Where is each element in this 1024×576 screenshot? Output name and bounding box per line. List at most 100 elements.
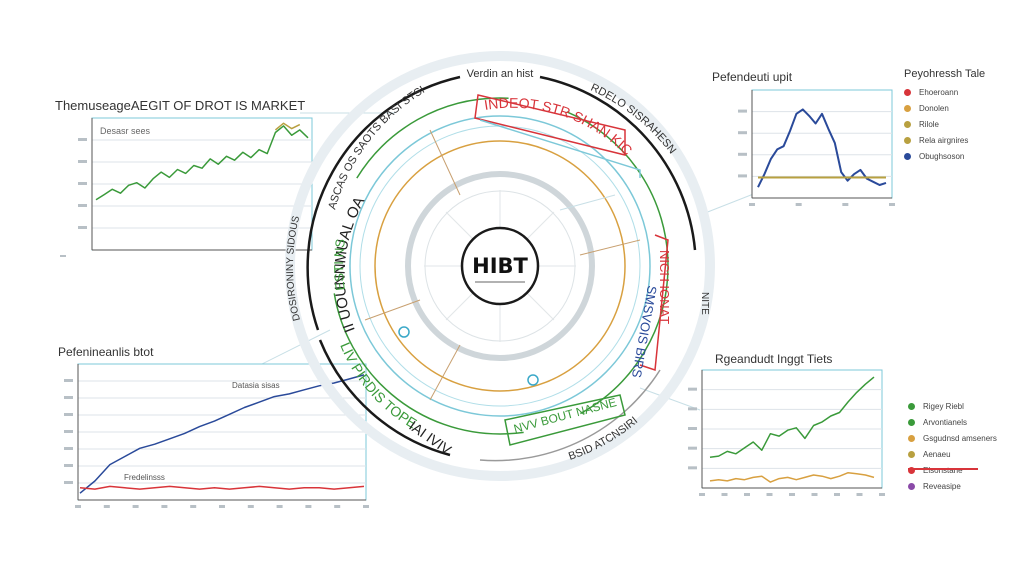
hub-ring-right-red-text: NICH IONAT — [657, 250, 672, 324]
x-tick-mark — [60, 255, 66, 257]
y-tick-mark — [78, 226, 87, 229]
legend-item: Reveasipe — [908, 478, 1018, 494]
y-tick-mark — [738, 174, 747, 178]
series-line-1 — [709, 471, 875, 483]
legend-item: Rigey Riebl — [908, 398, 1018, 414]
y-tick-mark — [688, 427, 697, 430]
hub-grey-band — [405, 171, 595, 361]
legend-item: Gsgudnsd amseners — [908, 430, 1018, 446]
legend-label: Reveasipe — [923, 481, 961, 491]
hub-grey-arc-lower — [479, 369, 661, 462]
x-tick-mark — [744, 493, 750, 496]
x-tick-mark — [161, 505, 168, 508]
legend-dot-icon — [904, 88, 911, 96]
hub-black-arc-lower — [318, 339, 451, 457]
x-tick-mark — [132, 505, 139, 508]
hub-spoke — [429, 129, 461, 196]
series-line-0 — [757, 108, 887, 188]
top-left-chart-title: ThemuseageAEGIT OF DROT IS MARKET — [55, 98, 306, 113]
y-tick-mark — [64, 481, 73, 484]
x-tick-mark — [190, 505, 197, 508]
series-line-0 — [95, 125, 309, 201]
legend-dot-icon — [908, 402, 915, 410]
x-tick-mark — [363, 505, 369, 508]
legend-label: Obughsoson — [919, 151, 965, 161]
y-tick-mark — [688, 466, 697, 470]
hub-red-segment-right — [639, 234, 669, 372]
top-right-legend: Ehoeroann Donolen Rilole Rela airgnires Obug… — [904, 84, 1014, 164]
legend-item: Arvontianels — [908, 414, 1018, 430]
legend-item: Ehoeroann — [904, 84, 1014, 100]
x-tick-mark — [219, 505, 225, 508]
y-tick-mark — [64, 413, 73, 416]
legend-label: Rigey Riebl — [923, 401, 964, 411]
legend-item: Rela airgnires — [904, 132, 1014, 148]
hub-spoke — [364, 299, 421, 321]
legend-label: Gsgudnsd amseners — [923, 433, 997, 443]
y-tick-mark — [64, 447, 73, 450]
x-tick-mark — [305, 505, 312, 508]
hub-green-ring — [331, 97, 669, 435]
legend-dot-icon — [904, 120, 911, 128]
hub-spoke — [429, 344, 461, 401]
x-tick-mark — [856, 493, 863, 496]
bottom-right-chart — [688, 369, 885, 496]
top-right-legend-title: Peyohressh Tale — [904, 68, 986, 80]
y-tick-mark — [78, 138, 87, 141]
x-tick-mark — [247, 505, 254, 508]
legend-dot-icon — [908, 418, 915, 426]
legend-dot-icon — [908, 482, 915, 490]
y-tick-mark — [64, 430, 73, 433]
x-tick-mark — [699, 493, 705, 496]
x-tick-mark — [334, 505, 341, 508]
series-line-1 — [79, 485, 365, 490]
bottom-right-legend: Rigey Riebl Arvontianels Gsgudnsd amseners… — [908, 398, 1018, 494]
y-tick-mark — [78, 182, 87, 185]
y-tick-mark — [688, 387, 697, 391]
hub-red-segment-top — [474, 94, 626, 156]
y-tick-mark — [688, 446, 697, 450]
x-tick-mark — [879, 493, 885, 496]
legend-dot-icon — [904, 136, 911, 144]
x-tick-mark — [789, 493, 795, 496]
bottom-left-upper-label: Datasia sisas — [232, 381, 280, 390]
y-tick-mark — [64, 396, 73, 399]
series-line-0 — [79, 374, 365, 494]
top-right-chart-title: Pefendeuti upit — [712, 70, 793, 84]
hub-cyan-ring — [349, 115, 651, 417]
legend-item: Rilole — [904, 116, 1014, 132]
series-line-0 — [709, 376, 875, 459]
hub-cyan-segment-top — [479, 119, 641, 178]
hub-black-arc-left — [306, 75, 461, 331]
y-tick-mark — [688, 407, 697, 411]
bottom-left-chart-title: Pefenineanlis btot — [58, 345, 154, 359]
legend-label: Ehoeroann — [919, 87, 959, 97]
y-tick-mark — [738, 109, 747, 113]
x-tick-mark — [834, 493, 840, 496]
legend-dot-icon — [904, 152, 911, 160]
top-left-chart: Desasr sees — [60, 117, 313, 257]
hub-marker — [398, 326, 410, 338]
legend-dot-icon — [908, 466, 915, 474]
series-line-1 — [274, 122, 301, 131]
legend-label: Rela airgnires — [919, 135, 969, 145]
legend-item: Obughsoson — [904, 148, 1014, 164]
legend-label: Aenaeu — [923, 449, 951, 459]
y-tick-mark — [78, 204, 87, 207]
x-tick-mark — [889, 203, 895, 206]
x-tick-mark — [811, 493, 818, 496]
hub-top-label: Verdin an hist — [467, 68, 534, 80]
y-tick-mark — [738, 152, 747, 156]
hub-spoke — [559, 194, 616, 211]
legend-label: Arvontianels — [923, 417, 968, 427]
x-tick-mark — [276, 505, 283, 508]
legend-dot-icon — [908, 450, 915, 458]
legend-label: Elsonstane — [923, 465, 963, 475]
x-tick-mark — [842, 203, 849, 206]
x-tick-mark — [75, 505, 81, 508]
hub-center-circle — [460, 226, 540, 306]
legend-label: Donolen — [919, 103, 949, 113]
hub-black-arc-right — [539, 75, 697, 251]
